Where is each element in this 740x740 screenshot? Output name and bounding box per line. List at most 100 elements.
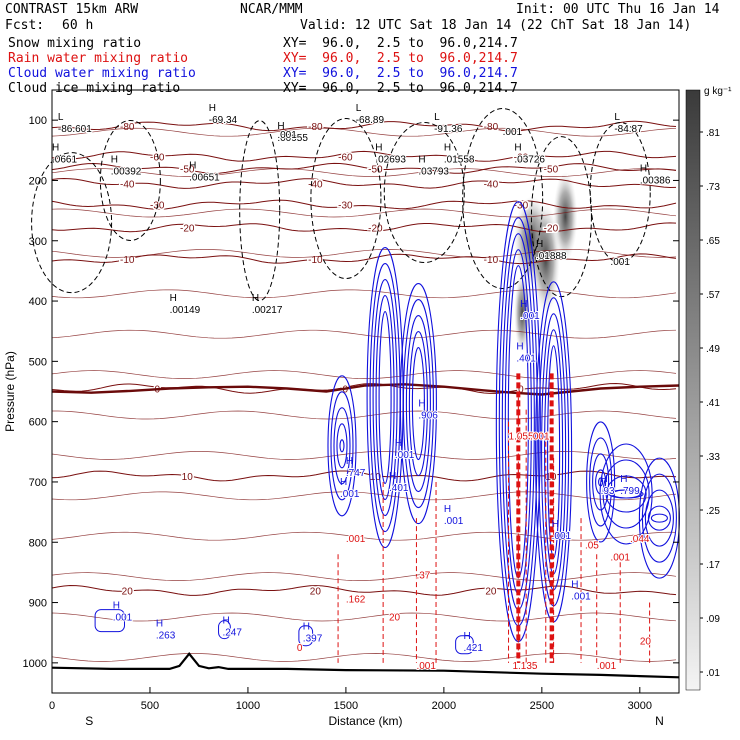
cloud-water-contour-1-2 — [372, 278, 398, 517]
cloud-ice-contour-1 — [99, 119, 161, 241]
cloud-water-max-label-16: .001 — [113, 613, 133, 624]
isotherm-label--20-1: -20 — [368, 223, 383, 234]
cloud-water-max-marker-8: H — [601, 474, 608, 485]
center-name: NCAR/MMM — [240, 2, 303, 17]
isotherm-label-0-1: 0 — [343, 384, 349, 395]
cloud-water-max-label-3: .421 — [463, 643, 483, 654]
cloud-ice-max-marker-6: H — [111, 154, 118, 165]
cloud-ice-max-label-7: .00651 — [189, 172, 220, 183]
isotherm--50 — [51, 162, 677, 174]
plot-frame — [51, 89, 680, 694]
cloud-ice-max-marker-4: L — [614, 112, 620, 123]
cloud-water-contour-2-4 — [411, 347, 425, 461]
cloud-ice-max-label-15: .00217 — [252, 305, 283, 316]
cloud-water-max-marker-14: H — [340, 477, 347, 488]
rain-max-label-11: 20 — [389, 613, 401, 624]
cloud-ice-max-label-8: .00955 — [277, 133, 308, 144]
x-tick-label-500: 500 — [141, 700, 159, 712]
colorbar-label-1: .09 — [706, 614, 720, 625]
isotherm--60 — [51, 150, 677, 162]
isotherm-minor-11 — [51, 572, 677, 581]
y-tick-label-700: 700 — [29, 477, 47, 489]
cloud-water-contour-5-0 — [586, 421, 616, 543]
rain-max-label-2: 1.135 — [512, 661, 537, 672]
cloud-water-max-label-7: .799 — [620, 486, 640, 497]
cloud-ice-max-marker-3: L — [434, 112, 440, 123]
cloud-ice-contour-5 — [462, 108, 544, 290]
cloud-water-max-label-0: .263 — [156, 631, 176, 642]
cloud-water-contour-1-4 — [378, 310, 392, 485]
cloud-water-max-marker-0: H — [156, 619, 163, 630]
isotherm--10 — [51, 253, 677, 265]
colorbar-label-10: .81 — [706, 128, 720, 139]
isotherm-minor-3 — [51, 249, 677, 258]
isotherm-label--40-2: -40 — [484, 179, 499, 190]
legend-cloud-ice-name: Cloud ice mixing ratio — [8, 81, 181, 96]
legend-cloud-ice-xy: XY= 96.0, 2.5 to 96.0,214.7 — [283, 81, 518, 96]
colorbar-label-5: .41 — [706, 398, 720, 409]
isotherm-label--40-0: -40 — [120, 179, 135, 190]
cloud-water-max-marker-12: H — [389, 471, 396, 482]
init-time: Init: 00 UTC Thu 16 Jan 14 — [516, 2, 720, 17]
rain-max-label-3: 1.055 — [509, 432, 534, 443]
cloud-water-contour-2-1 — [402, 299, 434, 509]
isotherm-minor-12 — [51, 612, 677, 622]
cloud-ice-max-marker-8: H — [277, 121, 284, 132]
cloud-water-max-label-15: .001 — [520, 311, 540, 322]
cloud-water-contour-2-2 — [405, 315, 431, 493]
colorbar-label-9: .73 — [706, 182, 720, 193]
cloud-water-max-label-5: .906 — [418, 411, 438, 422]
cloud-ice-max-label-14: .00149 — [170, 305, 201, 316]
legend-rain-xy: XY= 96.0, 2.5 to 96.0,214.7 — [283, 51, 518, 66]
cloud-ice-max-label-3: -91.36 — [434, 124, 463, 135]
x-tick-label-0: 0 — [49, 700, 55, 712]
cloud-ice-max-label-0: -86.601 — [58, 124, 92, 135]
cloud-water-max-label-4: .747 — [346, 468, 366, 479]
isotherm--40 — [51, 177, 677, 189]
isotherm-label--50-1: -50 — [368, 164, 383, 175]
snow-max-marker-0: H — [536, 239, 543, 250]
colorbar-label-6: .49 — [706, 344, 720, 355]
rain-max-label-9: .001 — [530, 432, 550, 443]
cloud-water-max-marker-7: H — [620, 474, 627, 485]
legend-snow-name: Snow mixing ratio — [8, 36, 142, 51]
cloud-ice-max-marker-0: L — [58, 112, 64, 123]
cloud-ice-max-marker-2: L — [356, 103, 362, 114]
cloud-water-max-label-10: .001 — [571, 592, 591, 603]
rain-max-label-5: .001 — [610, 552, 630, 563]
isotherm-0 — [51, 382, 677, 394]
legend-snow-xy: XY= 96.0, 2.5 to 96.0,214.7 — [283, 36, 518, 51]
freezing-level-line — [51, 383, 680, 396]
cloud-water-contour-7-2 — [644, 489, 674, 547]
cloud-ice-max-label-12: .03726 — [514, 154, 545, 165]
cloud-ice-max-label-17: .001 — [503, 127, 523, 138]
cloud-ice-max-label-6: .00392 — [111, 166, 142, 177]
cloud-water-max-marker-13: H — [395, 438, 402, 449]
y-tick-label-100: 100 — [29, 115, 47, 127]
isotherm-label--60-1: -60 — [338, 152, 353, 163]
low-cloud-contour-0 — [94, 609, 125, 633]
y-axis-title: Pressure (hPa) — [3, 351, 17, 432]
y-tick-label-300: 300 — [29, 236, 47, 248]
isotherm-minor-7 — [52, 410, 677, 420]
cloud-water-contour-6-1 — [602, 459, 650, 529]
cloud-ice-max-label-16: .001 — [277, 130, 297, 141]
y-tick-label-200: 200 — [29, 175, 47, 187]
cloud-water-contour-0-3 — [336, 423, 348, 469]
cloud-water-max-marker-6: H — [516, 341, 523, 352]
cloud-ice-contour-3 — [310, 118, 382, 280]
terrain-line — [51, 652, 680, 679]
y-tick-label-400: 400 — [29, 296, 47, 308]
isotherm-minor-6 — [51, 370, 677, 379]
x-tick-label-3000: 3000 — [628, 700, 652, 712]
cloud-ice-max-label-1: -69.34 — [209, 115, 238, 126]
cloud-water-max-label-8: .93 — [601, 486, 615, 497]
isotherm-label--80-2: -80 — [484, 122, 499, 133]
colorbar-ramp — [685, 89, 701, 691]
colorbar-label-7: .57 — [706, 290, 720, 301]
cloud-water-max-label-2: .397 — [303, 634, 323, 645]
isotherm-label-20-1: 20 — [310, 586, 322, 597]
cloud-water-contour-0-0 — [327, 375, 357, 517]
isotherm-label--60-0: -60 — [150, 152, 165, 163]
